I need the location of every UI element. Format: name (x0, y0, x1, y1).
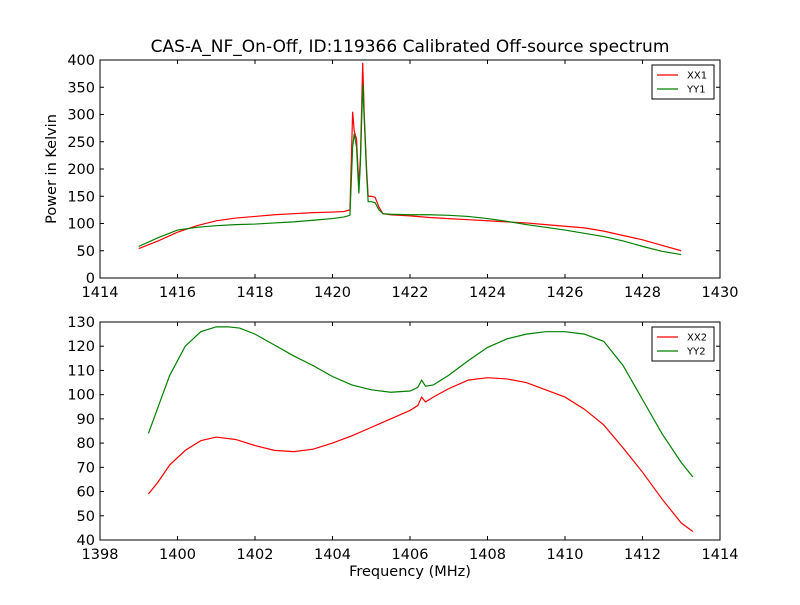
y-tick-label: 250 (67, 135, 95, 151)
x-tick-label: 1424 (469, 285, 506, 301)
y-tick-label: 300 (67, 108, 95, 124)
y-tick-label: 110 (67, 363, 95, 379)
y-tick-label: 80 (77, 436, 95, 452)
y-tick-label: 50 (77, 244, 95, 260)
x-tick-label: 1400 (159, 547, 196, 563)
panel-2: 1398 1400 1402 1404 1406 1408 1410 1412 1414 40 50… (67, 315, 738, 580)
y-tick-label: 70 (77, 460, 95, 476)
x-tick-label: 1420 (314, 285, 351, 301)
legend-box (651, 326, 715, 362)
chart-title: CAS-A_NF_On-Off, ID:119366 Calibrated Of… (151, 37, 670, 57)
series-line-xx2 (147, 377, 694, 533)
y-tick-label: 100 (67, 217, 95, 233)
series-line-yy2 (147, 326, 694, 478)
y-axis-label: Power in Kelvin (44, 114, 60, 224)
x-tick-label: 1414 (82, 285, 119, 301)
legend-label-xx2: XX2 (687, 333, 707, 344)
x-tick-label: 1406 (392, 547, 429, 563)
y-tick-label: 150 (67, 189, 95, 205)
x-tick-label: 1426 (547, 285, 584, 301)
x-tick-label: 1422 (392, 285, 429, 301)
y-tick-label: 60 (77, 485, 95, 501)
x-tick-label: 1430 (702, 285, 739, 301)
series-line-yy1 (138, 84, 682, 256)
x-tick-label: 1404 (314, 547, 351, 563)
legend-label-yy1: YY1 (686, 85, 706, 96)
x-tick-label: 1408 (469, 547, 506, 563)
y-tick-label: 350 (67, 80, 95, 96)
y-tick-label: 130 (67, 315, 95, 331)
y-tick-label: 200 (67, 162, 95, 178)
x-tick-label: 1410 (547, 547, 584, 563)
y-tick-label: 0 (86, 271, 95, 287)
y-tick-label: 40 (77, 533, 95, 549)
x-tick-label: 1402 (237, 547, 274, 563)
chart-panels: 1414 1416 1418 1420 1422 1424 1426 1428 14300501… (44, 53, 738, 580)
x-tick-label: 1418 (237, 285, 274, 301)
x-tick-label: 1416 (159, 285, 196, 301)
y-tick-label: 90 (77, 412, 95, 428)
legend-label-yy2: YY2 (686, 347, 706, 358)
x-tick-label: 1428 (624, 285, 661, 301)
x-tick-label: 1412 (624, 547, 661, 563)
x-axis-label: Frequency (MHz) (349, 564, 471, 580)
x-tick-label: 1414 (702, 547, 739, 563)
y-tick-label: 50 (77, 509, 95, 525)
x-tick-label: 1398 (82, 547, 119, 563)
legend-label-xx1: XX1 (687, 71, 707, 82)
legend-box (651, 64, 715, 100)
y-tick-label: 400 (67, 53, 95, 69)
panel-1: 1414 1416 1418 1420 1422 1424 1426 1428 1430 0 50 1… (44, 53, 738, 301)
y-tick-label: 100 (67, 388, 95, 404)
y-tick-label: 120 (67, 339, 95, 355)
